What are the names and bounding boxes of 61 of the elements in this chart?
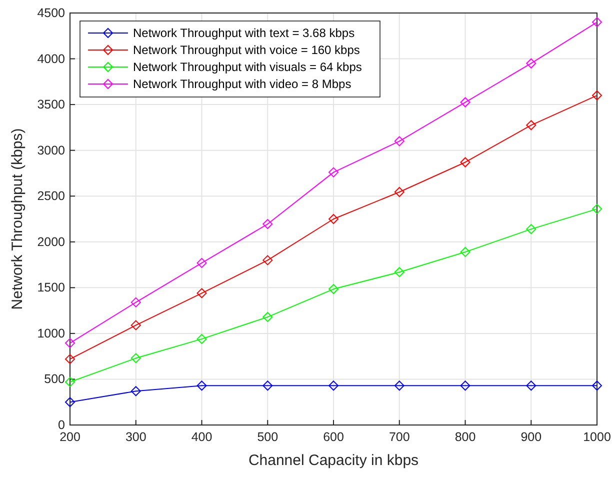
legend-label: Network Throughput with video = 8 Mbps — [133, 77, 352, 91]
y-tick-label: 3500 — [37, 98, 66, 112]
x-tick-label: 800 — [454, 430, 476, 444]
point — [328, 380, 338, 391]
point — [592, 90, 602, 100]
point — [394, 267, 404, 278]
legend-label: Network Throughput with voice = 160 kbps — [133, 43, 360, 57]
y-tick-label: 500 — [44, 372, 66, 386]
y-axis-title: Network Throughput (kbps) — [9, 128, 26, 310]
point — [130, 320, 141, 330]
x-tick-label: 600 — [323, 430, 344, 444]
point — [460, 246, 470, 257]
x-tick-label: 1000 — [583, 430, 611, 444]
point — [262, 219, 273, 230]
x-tick-label: 900 — [520, 430, 542, 444]
y-tick-label: 2000 — [37, 234, 66, 249]
point — [262, 255, 273, 266]
point — [130, 386, 141, 396]
point — [592, 17, 602, 28]
x-tick-label: 700 — [388, 430, 410, 444]
legend-label: Network Throughput with text = 3.68 kbps — [133, 26, 355, 40]
point — [65, 397, 75, 408]
point — [65, 338, 75, 348]
y-tick-label: 0 — [58, 418, 66, 432]
point — [196, 380, 207, 391]
y-tick-label: 1000 — [37, 326, 66, 340]
x-tick-label: 300 — [125, 430, 146, 444]
point — [526, 120, 536, 130]
y-tick-label: 2500 — [37, 189, 66, 204]
point — [460, 380, 470, 391]
point — [526, 58, 536, 68]
point — [394, 380, 404, 391]
point — [328, 284, 338, 294]
point — [196, 334, 207, 344]
y-tick-label: 3000 — [37, 143, 66, 158]
x-tick-label: 200 — [60, 430, 80, 444]
point — [130, 297, 141, 308]
point — [130, 353, 141, 364]
point — [262, 380, 273, 391]
x-tick-label: 400 — [191, 430, 212, 444]
x-tick-label: 500 — [257, 430, 278, 444]
point — [328, 214, 338, 224]
point — [262, 312, 273, 322]
point — [460, 157, 470, 168]
point — [592, 380, 602, 391]
point — [592, 204, 602, 214]
y-tick-label: 4000 — [37, 52, 66, 66]
x-axis-title: Channel Capacity in kbps — [248, 452, 419, 469]
point — [196, 258, 207, 268]
point — [196, 288, 207, 298]
point — [526, 380, 536, 391]
point — [65, 376, 75, 387]
y-tick-label: 1500 — [37, 280, 66, 295]
point — [394, 136, 404, 146]
point — [394, 186, 404, 197]
point — [460, 97, 470, 108]
point — [65, 354, 75, 364]
point — [526, 224, 536, 234]
point — [328, 167, 338, 178]
legend-label: Network Throughput with visuals = 64 kbps — [133, 60, 362, 74]
y-tick-label: 4500 — [37, 6, 66, 20]
